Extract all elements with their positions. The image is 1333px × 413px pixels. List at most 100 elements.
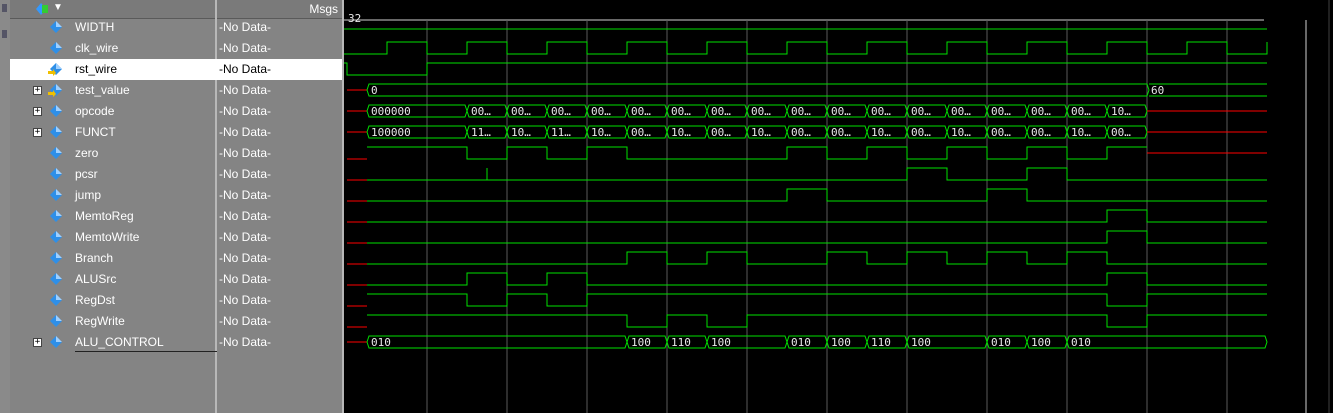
ALU_CONTROL-bus-label: 010	[371, 336, 391, 349]
WIDTH-value-label: 32	[348, 12, 361, 25]
jump-trace	[367, 188, 1267, 202]
test_value-bus-label: 60	[1151, 84, 1164, 97]
ALU_CONTROL-bus-label: 100	[831, 336, 851, 349]
opcode-bus-label: 00…	[791, 105, 811, 118]
rst_wire-trace	[344, 62, 1267, 76]
value-column-header: Msgs	[217, 0, 342, 19]
ALU_CONTROL-bus-label: 010	[991, 336, 1011, 349]
FUNCT-bus-label: 100000	[371, 126, 411, 139]
signal-value: -No Data-	[219, 314, 272, 328]
signal-row[interactable]: Branch -No Data-	[10, 248, 342, 269]
signal-name: MemtoReg	[75, 209, 134, 223]
FUNCT-bus-label: 10…	[671, 126, 691, 139]
FUNCT-bus-label: 11…	[551, 126, 571, 139]
diamond-icon	[50, 273, 62, 285]
signal-row[interactable]: pcsr -No Data-	[10, 164, 342, 185]
FUNCT-bus-label: 00…	[791, 126, 811, 139]
opcode-bus-label: 00…	[751, 105, 771, 118]
signal-row[interactable]: + test_value -No Data-	[10, 80, 342, 101]
signal-row[interactable]: zero -No Data-	[10, 143, 342, 164]
FUNCT-bus-label: 00…	[911, 126, 931, 139]
signal-value: -No Data-	[219, 146, 272, 160]
signal-value: -No Data-	[219, 230, 272, 244]
strip-mark	[2, 30, 7, 38]
Branch-trace	[367, 251, 1267, 265]
opcode-bus-label: 00…	[951, 105, 971, 118]
signal-value: -No Data-	[219, 20, 272, 34]
ALUSrc-trace	[367, 272, 1267, 286]
opcode-bus-label: 000000	[371, 105, 411, 118]
expand-plus-icon[interactable]: +	[33, 85, 42, 95]
RegWrite-trace	[367, 314, 1267, 328]
diamond-in-icon	[48, 63, 62, 76]
signal-name: zero	[75, 146, 99, 160]
signal-value: -No Data-	[219, 188, 272, 202]
signal-value: -No Data-	[219, 83, 272, 97]
signal-name: Branch	[75, 251, 114, 265]
expand-plus-icon[interactable]: +	[33, 337, 42, 347]
signal-row[interactable]: WIDTH -No Data-	[10, 17, 342, 38]
signal-row[interactable]: rst_wire -No Data-	[10, 59, 342, 80]
signal-name: jump	[75, 188, 102, 202]
signal-value: -No Data-	[219, 62, 272, 76]
signal-value: -No Data-	[219, 335, 272, 349]
signal-value: -No Data-	[219, 125, 272, 139]
signal-row[interactable]: RegWrite -No Data-	[10, 311, 342, 332]
wave-toolbar-icon[interactable]	[32, 2, 50, 16]
signal-value: -No Data-	[219, 293, 272, 307]
signal-row[interactable]: MemtoReg -No Data-	[10, 206, 342, 227]
ALU_CONTROL-bus-label: 110	[671, 336, 691, 349]
signal-row[interactable]: + opcode -No Data-	[10, 101, 342, 122]
pane-divider[interactable]	[342, 0, 344, 413]
diamond-icon	[50, 105, 62, 117]
FUNCT-bus-label: 10…	[951, 126, 971, 139]
opcode-bus-label: 00…	[991, 105, 1011, 118]
signal-row[interactable]: clk_wire -No Data-	[10, 38, 342, 59]
ALU_CONTROL-bus-label: 110	[871, 336, 891, 349]
diamond-icon	[50, 315, 62, 327]
diamond-icon	[50, 42, 62, 54]
left-strip	[0, 0, 10, 413]
signal-row[interactable]: MemtoWrite -No Data-	[10, 227, 342, 248]
ALU_CONTROL-bus-label: 010	[1071, 336, 1091, 349]
test_value-bus-segment	[366, 83, 1150, 97]
signal-row[interactable]: RegDst -No Data-	[10, 290, 342, 311]
signal-value: -No Data-	[219, 104, 272, 118]
waveform-pane[interactable]: 32 0 60 000000 00… 00… 00… 00… 00… 00… 00… 00… 00… 00…	[344, 0, 1333, 413]
signal-row[interactable]: + FUNCT -No Data-	[10, 122, 342, 143]
expand-plus-icon[interactable]: +	[33, 127, 42, 137]
opcode-bus-label: 00…	[1071, 105, 1091, 118]
diamond-icon	[50, 210, 62, 222]
FUNCT-bus-label: 10…	[591, 126, 611, 139]
signal-name: MemtoWrite	[75, 230, 140, 244]
opcode-bus-label: 00…	[631, 105, 651, 118]
zero-trace	[367, 146, 1147, 160]
signal-value: -No Data-	[219, 167, 272, 181]
signal-value: -No Data-	[219, 209, 272, 223]
list-end-line	[75, 351, 217, 352]
FUNCT-bus-label: 00…	[1031, 126, 1051, 139]
opcode-bus-label: 00…	[711, 105, 731, 118]
pane-divider[interactable]	[215, 0, 217, 413]
signal-value: -No Data-	[219, 41, 272, 55]
ALU_CONTROL-bus-segment	[366, 335, 628, 349]
signal-name: ALUSrc	[75, 272, 117, 286]
opcode-bus-label: 00…	[551, 105, 571, 118]
FUNCT-bus-label: 00…	[631, 126, 651, 139]
ALU_CONTROL-bus-label: 100	[631, 336, 651, 349]
clk_wire-trace	[344, 41, 1268, 55]
opcode-bus-label: 00…	[831, 105, 851, 118]
ALU_CONTROL-bus-label: 100	[911, 336, 931, 349]
signal-row[interactable]: + ALU_CONTROL -No Data-	[10, 332, 342, 353]
signal-row[interactable]: ALUSrc -No Data-	[10, 269, 342, 290]
chevron-down-icon[interactable]: ▼	[53, 2, 63, 13]
expand-plus-icon[interactable]: +	[33, 106, 42, 116]
test_value-bus-label: 0	[371, 84, 378, 97]
MemtoWrite-trace	[367, 230, 1267, 244]
diamond-icon	[50, 336, 62, 348]
signal-row[interactable]: jump -No Data-	[10, 185, 342, 206]
FUNCT-bus-label: 10…	[511, 126, 531, 139]
pcsr-trace	[367, 167, 1267, 181]
signal-value: -No Data-	[219, 251, 272, 265]
opcode-bus-label: 00…	[1031, 105, 1051, 118]
